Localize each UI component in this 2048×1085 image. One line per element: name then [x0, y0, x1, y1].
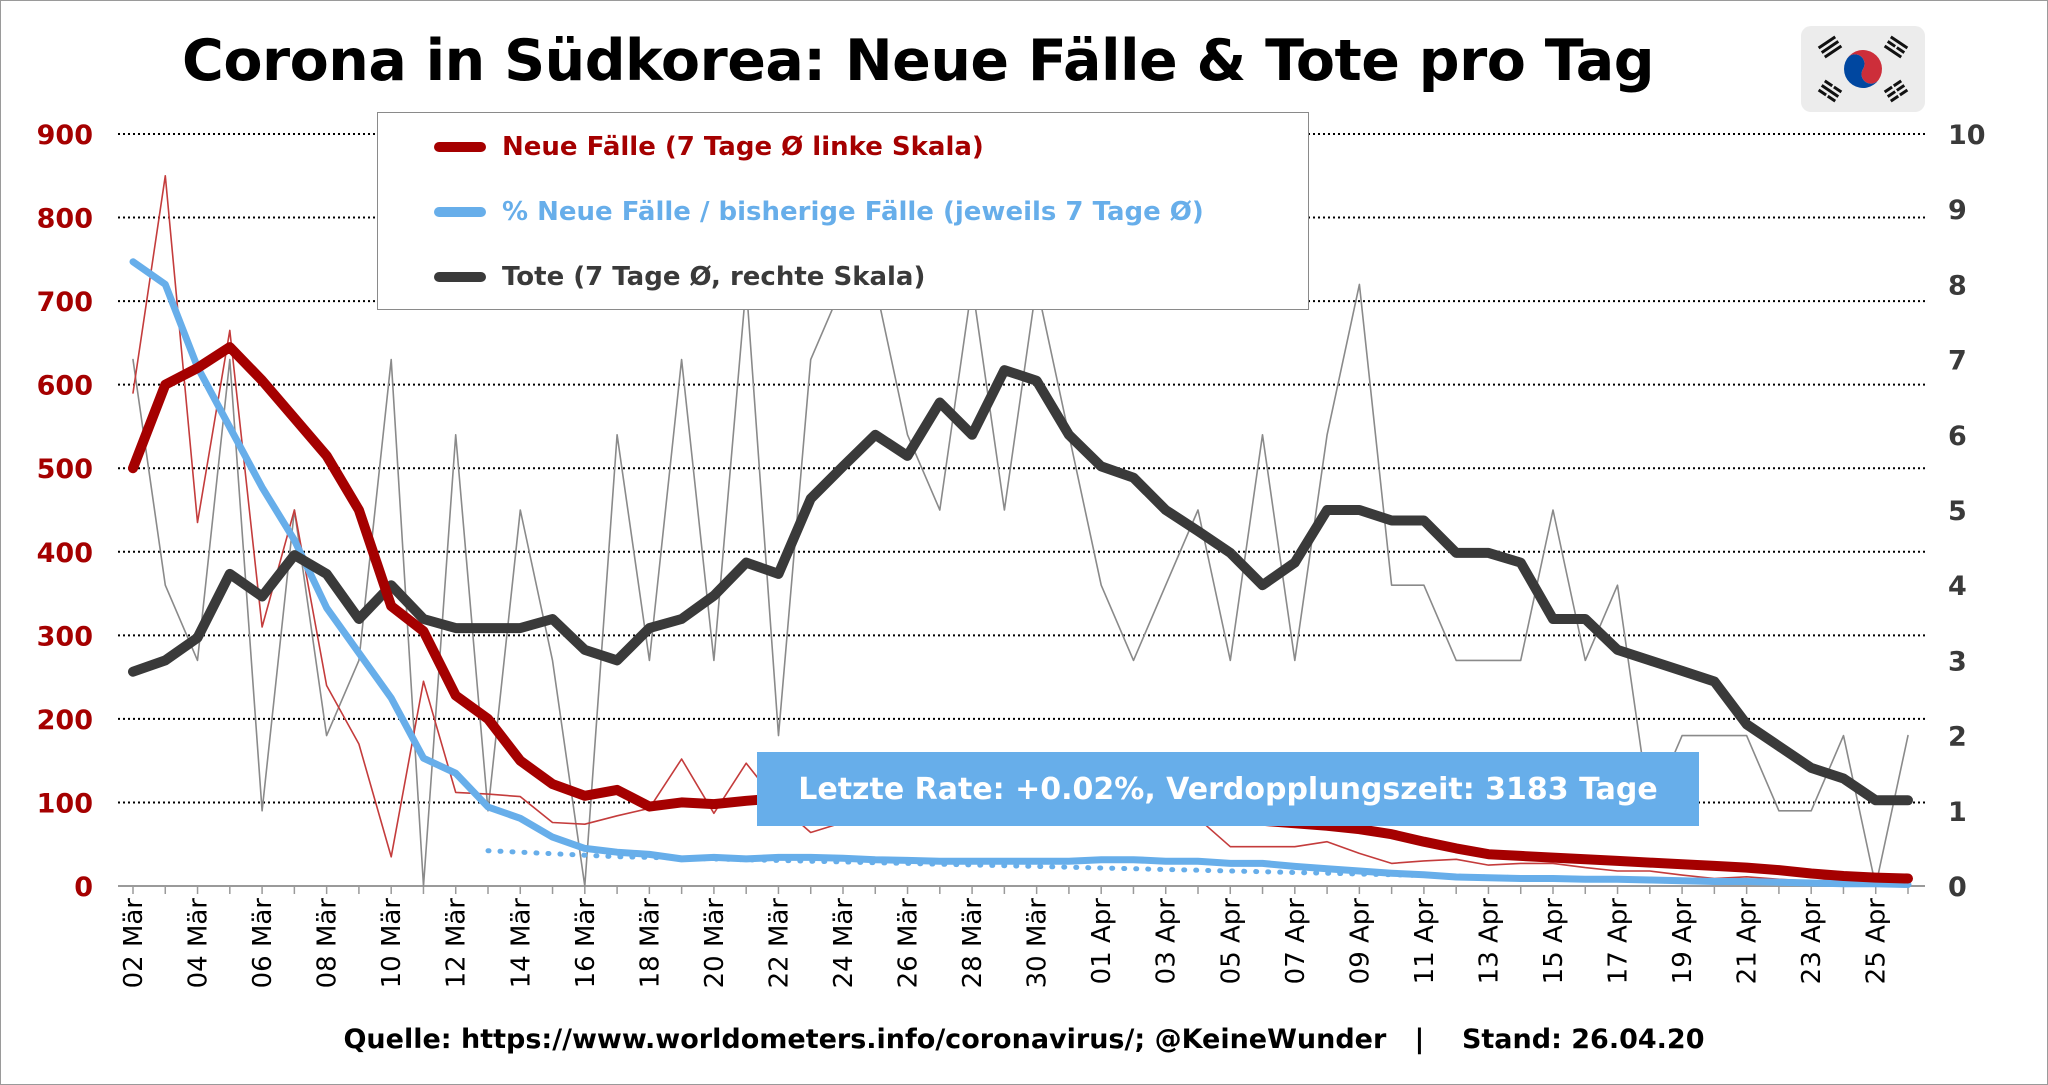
right-axis: 0 1 2 3 4 5 6 7 8 9 10: [1948, 120, 1986, 903]
x-tick-label: 09 Apr: [1345, 898, 1375, 985]
x-tick-label: 14 Mär: [506, 898, 536, 989]
left-tick-label: 700: [37, 287, 93, 318]
right-tick-label: 4: [1948, 571, 1967, 602]
x-axis: 02 Mär 04 Mär 06 Mär 08 Mär 10 Mär 12 Mär 14 M…: [119, 886, 1909, 989]
rate-info-box: Letzte Rate: +0.02%, Verdopplungszeit: 3…: [757, 752, 1699, 826]
x-tick-label: 16 Mär: [571, 898, 601, 989]
x-tick-label: 25 Apr: [1862, 898, 1892, 985]
left-tick-label: 300: [37, 621, 93, 652]
x-tick-label: 24 Mär: [829, 898, 859, 989]
x-tick-label: 06 Mär: [248, 898, 278, 989]
left-tick-label: 100: [37, 788, 93, 819]
x-tick-label: 10 Mär: [377, 898, 407, 989]
x-tick-label: 05 Apr: [1216, 898, 1246, 985]
right-tick-label: 0: [1948, 872, 1967, 903]
left-tick-label: 500: [37, 454, 93, 485]
left-tick-label: 900: [37, 120, 93, 151]
legend-label-cases: Neue Fälle (7 Tage Ø linke Skala): [502, 132, 984, 162]
right-tick-label: 7: [1948, 346, 1967, 377]
legend: Neue Fälle (7 Tage Ø linke Skala) % Neue…: [377, 112, 1309, 310]
series-deaths: [128, 365, 1913, 806]
source-footer: Quelle: https://www.worldometers.info/co…: [343, 1024, 1705, 1055]
x-tick-label: 04 Mär: [184, 898, 214, 989]
legend-item-deaths: Tote (7 Tage Ø, rechte Skala): [434, 257, 925, 297]
x-tick-label: 20 Mär: [700, 898, 730, 989]
series-percent: [129, 258, 1912, 888]
x-tick-label: 19 Apr: [1668, 898, 1698, 985]
x-tick-label: 23 Apr: [1797, 898, 1827, 985]
x-tick-label: 30 Mär: [1023, 898, 1053, 989]
left-tick-label: 200: [37, 705, 93, 736]
x-tick-label: 21 Apr: [1733, 898, 1763, 985]
x-tick-label: 01 Apr: [1087, 898, 1117, 985]
legend-item-percent: % Neue Fälle / bisherige Fälle (jeweils …: [434, 192, 1204, 232]
x-tick-label: 08 Mär: [313, 898, 343, 989]
right-tick-label: 8: [1948, 270, 1967, 301]
right-tick-label: 2: [1948, 722, 1967, 753]
left-tick-label: 400: [37, 538, 93, 569]
legend-swatch-cases: [434, 142, 486, 152]
x-tick-label: 28 Mär: [958, 898, 988, 989]
right-tick-label: 6: [1948, 421, 1967, 452]
left-tick-label: 600: [37, 371, 93, 402]
legend-label-deaths: Tote (7 Tage Ø, rechte Skala): [502, 262, 926, 292]
right-tick-label: 5: [1948, 496, 1967, 527]
rate-info-text: Letzte Rate: +0.02%, Verdopplungszeit: 3…: [798, 771, 1658, 807]
x-tick-label: 07 Apr: [1281, 898, 1311, 985]
right-tick-label: 3: [1948, 646, 1967, 677]
x-tick-label: 03 Apr: [1152, 898, 1182, 985]
x-tick-label: 13 Apr: [1474, 898, 1504, 985]
left-tick-label: 800: [37, 204, 93, 235]
x-tick-label: 02 Mär: [119, 898, 149, 989]
legend-swatch-percent: [434, 207, 486, 217]
left-tick-label: 0: [74, 872, 93, 903]
x-tick-label: 17 Apr: [1604, 898, 1634, 985]
chart-title: Corona in Südkorea: Neue Fälle & Tote pr…: [182, 28, 1655, 94]
x-tick-label: 12 Mär: [442, 898, 472, 989]
x-tick-label: 15 Apr: [1539, 898, 1569, 985]
series-deaths-daily: [132, 283, 1909, 887]
legend-swatch-deaths: [434, 272, 486, 282]
legend-item-cases: Neue Fälle (7 Tage Ø linke Skala): [434, 127, 984, 167]
x-tick-label: 22 Mär: [764, 898, 794, 989]
right-tick-label: 1: [1948, 797, 1967, 828]
left-axis: 0 100 200 300 400 500 600 700 800 900: [37, 120, 93, 903]
x-tick-label: 18 Mär: [635, 898, 665, 989]
legend-label-percent: % Neue Fälle / bisherige Fälle (jeweils …: [502, 197, 1204, 227]
right-tick-label: 10: [1948, 120, 1986, 151]
x-tick-label: 11 Apr: [1410, 898, 1440, 985]
south-korea-flag-icon: [1801, 26, 1925, 112]
right-tick-label: 9: [1948, 195, 1967, 226]
x-tick-label: 26 Mär: [894, 898, 924, 989]
series-percent-trend: [485, 848, 1911, 887]
